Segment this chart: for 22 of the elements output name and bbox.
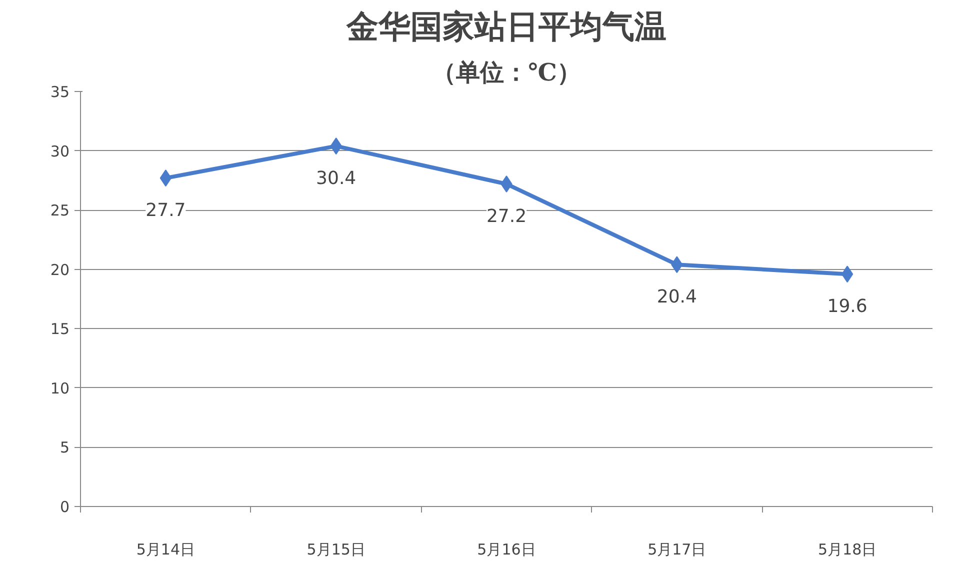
data-label: 27.2 bbox=[486, 206, 527, 227]
data-label: 19.6 bbox=[827, 296, 868, 318]
x-tick-label: 5月16日 bbox=[477, 540, 536, 558]
y-tick-label: 5 bbox=[60, 438, 70, 457]
y-tick-label: 10 bbox=[50, 379, 70, 398]
data-label: 30.4 bbox=[316, 168, 356, 190]
point bbox=[841, 266, 854, 283]
y-tick-label: 25 bbox=[50, 202, 70, 220]
y-tick-label: 35 bbox=[50, 83, 70, 101]
x-tick-label: 5月15日 bbox=[306, 540, 366, 558]
data-label: 20.4 bbox=[656, 286, 697, 308]
y-tick-label: 20 bbox=[50, 260, 70, 279]
y-tick-label: 30 bbox=[50, 142, 70, 160]
data-label: 27.7 bbox=[146, 200, 186, 222]
x-tick-label: 5月18日 bbox=[818, 540, 877, 558]
y-tick-label: 15 bbox=[50, 320, 70, 338]
chart-title: 金华国家站日平均气温 bbox=[346, 8, 666, 46]
y-tick-label: 0 bbox=[60, 498, 70, 516]
x-tick-label: 5月17日 bbox=[648, 540, 706, 558]
chart-subtitle: （单位：℃） bbox=[432, 58, 581, 86]
x-tick-label: 5月14日 bbox=[136, 540, 196, 558]
point bbox=[160, 170, 172, 187]
